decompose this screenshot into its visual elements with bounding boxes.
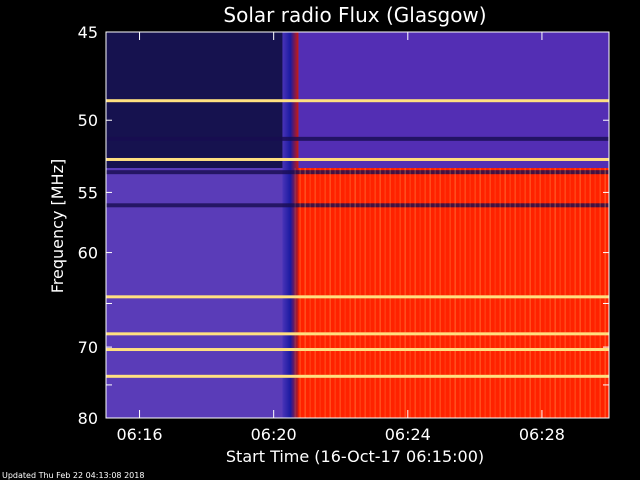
- striation: [394, 167, 396, 418]
- striation: [349, 167, 351, 418]
- striation: [364, 167, 366, 418]
- y-tick-label: 80: [78, 409, 98, 428]
- striation: [389, 167, 391, 418]
- y-tick-label: 60: [78, 244, 98, 263]
- striation: [379, 167, 381, 418]
- striation: [354, 167, 356, 418]
- bright-band-4: [106, 348, 609, 352]
- onset-transition: [282, 32, 299, 418]
- striation: [594, 167, 596, 418]
- striation: [334, 167, 336, 418]
- striation: [499, 167, 501, 418]
- striation: [449, 167, 451, 418]
- x-tick-label: 06:20: [251, 425, 297, 444]
- striation: [519, 167, 521, 418]
- plot-area: [105, 31, 610, 419]
- x-tick-label: 06:16: [116, 425, 162, 444]
- striation: [529, 167, 531, 418]
- striation: [314, 167, 316, 418]
- bright-band-1: [106, 157, 609, 161]
- dark-band-2: [106, 203, 609, 208]
- striation: [434, 167, 436, 418]
- x-axis: 06:16 06:20 06:24 06:28: [116, 32, 565, 444]
- x-axis-label: Start Time (16-Oct-17 06:15:00): [226, 447, 484, 466]
- y-tick-label: 45: [78, 23, 98, 42]
- bright-band-5: [106, 374, 609, 378]
- striation: [484, 167, 486, 418]
- striation: [599, 167, 601, 418]
- striation: [604, 167, 606, 418]
- striation: [534, 167, 536, 418]
- striation: [309, 167, 311, 418]
- striation: [299, 167, 301, 418]
- striation: [444, 167, 446, 418]
- striation: [359, 167, 361, 418]
- striation: [324, 167, 326, 418]
- striation: [469, 167, 471, 418]
- y-tick-label: 55: [78, 183, 98, 202]
- striation: [304, 167, 306, 418]
- striation: [399, 167, 401, 418]
- striation: [409, 167, 411, 418]
- striation: [524, 167, 526, 418]
- striation: [439, 167, 441, 418]
- striation: [589, 167, 591, 418]
- striation: [569, 167, 571, 418]
- y-axis-label: Frequency [MHz]: [48, 159, 67, 293]
- striation: [464, 167, 466, 418]
- striation: [454, 167, 456, 418]
- striation: [339, 167, 341, 418]
- striation: [459, 167, 461, 418]
- striation: [374, 167, 376, 418]
- striation: [584, 167, 586, 418]
- striation: [419, 167, 421, 418]
- dark-band-1: [106, 170, 609, 175]
- striation: [329, 167, 331, 418]
- plot-frame: [105, 31, 610, 419]
- y-tick-label: 50: [78, 111, 98, 130]
- chart-title: Solar radio Flux (Glasgow): [223, 3, 486, 27]
- striation: [424, 167, 426, 418]
- striation: [579, 167, 581, 418]
- striation: [294, 167, 296, 418]
- x-tick-label: 06:24: [385, 425, 431, 444]
- striation: [539, 167, 541, 418]
- y-tick-label: 70: [78, 338, 98, 357]
- bright-band-0: [106, 99, 609, 103]
- striation: [509, 167, 511, 418]
- striation: [544, 167, 546, 418]
- striation: [489, 167, 491, 418]
- striation: [494, 167, 496, 418]
- x-tick-label: 06:28: [519, 425, 565, 444]
- striation: [369, 167, 371, 418]
- striation: [474, 167, 476, 418]
- striation: [319, 167, 321, 418]
- striation: [574, 167, 576, 418]
- bright-band-2: [106, 295, 609, 299]
- striation: [429, 167, 431, 418]
- striation: [514, 167, 516, 418]
- striation: [559, 167, 561, 418]
- striation: [344, 167, 346, 418]
- striation: [549, 167, 551, 418]
- striation: [504, 167, 506, 418]
- bright-band-3: [106, 332, 609, 336]
- striation: [404, 167, 406, 418]
- y-axis: 45 50 55 60 70 80: [78, 23, 609, 428]
- striation: [414, 167, 416, 418]
- striation: [554, 167, 556, 418]
- updated-timestamp: Updated Thu Feb 22 04:13:08 2018: [2, 471, 144, 480]
- striation: [564, 167, 566, 418]
- striation: [479, 167, 481, 418]
- striation: [384, 167, 386, 418]
- dark-band-0: [106, 136, 609, 141]
